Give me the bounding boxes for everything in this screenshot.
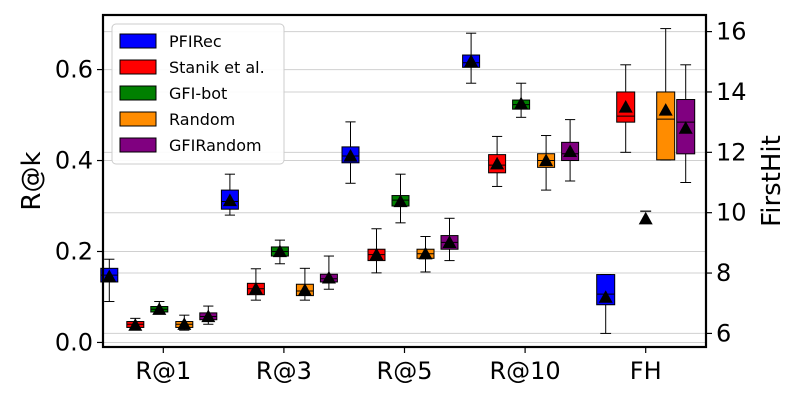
mean-marker <box>618 100 633 113</box>
box-body <box>656 91 676 161</box>
box-pfirec-r1 <box>100 258 119 303</box>
mean-marker <box>658 103 673 116</box>
mean-marker <box>177 317 192 330</box>
mean-marker <box>272 244 287 258</box>
mean-marker <box>464 54 479 67</box>
mean-marker <box>128 318 143 331</box>
box-random-r10 <box>537 135 556 191</box>
mean-marker <box>638 211 653 225</box>
legend-label: GFI-bot <box>169 84 227 103</box>
legend-swatch <box>119 137 157 153</box>
right-tick-label: 8 <box>716 259 731 287</box>
right-tick-label: 6 <box>716 319 731 347</box>
left-tick-label: 0.6 <box>55 56 93 84</box>
x-tick-label: R@3 <box>256 357 312 385</box>
box-gfi-bot-fh <box>638 210 653 225</box>
mean-marker <box>598 290 613 303</box>
box-gfirandom-r10 <box>561 119 580 182</box>
y-axis-title-right: FirstHit <box>757 135 787 227</box>
left-tick-label: 0.2 <box>55 237 93 265</box>
legend-label: GFIRandom <box>169 136 262 155</box>
box-random-r3 <box>295 267 314 301</box>
box-gfirandom-fh <box>676 64 696 184</box>
mean-marker <box>297 283 312 296</box>
box-stanik-et-al--fh <box>616 64 636 153</box>
box-stanik-et-al--r10 <box>488 135 507 187</box>
legend-label: PFIRec <box>169 32 222 51</box>
box-gfirandom-r5 <box>440 217 459 262</box>
box-gfi-bot-r10 <box>512 82 531 118</box>
legend-swatch <box>119 85 157 101</box>
legend-item: Stanik et al. <box>119 58 265 77</box>
box-random-fh <box>656 28 676 161</box>
box-pfirec-r5 <box>341 121 360 184</box>
box-gfirandom-r1 <box>199 305 218 325</box>
box-gfirandom-r3 <box>319 255 338 290</box>
mean-marker <box>248 281 263 295</box>
mean-marker <box>514 96 529 110</box>
legend-item: Random <box>119 110 235 129</box>
legend-item: GFIRandom <box>119 136 262 155</box>
legend-swatch <box>119 59 157 75</box>
legend-swatch <box>119 33 157 49</box>
left-tick-label: 0.0 <box>55 328 93 356</box>
mean-marker <box>563 144 578 158</box>
box-gfi-bot-r1 <box>150 301 169 315</box>
legend-label: Stanik et al. <box>169 58 265 77</box>
right-tick-label: 16 <box>716 18 747 46</box>
right-tick-label: 12 <box>716 138 747 166</box>
box-pfirec-fh <box>596 274 616 334</box>
x-axis: R@1 R@3 R@5 R@10 FH <box>135 347 662 385</box>
box-series-group <box>100 28 696 334</box>
legend: PFIRec Stanik et al. GFI-bot Random GFIRando… <box>111 23 285 165</box>
y-axis-title-left: R@k <box>17 151 47 210</box>
right-axis: 6 8 10 12 14 16 <box>706 18 747 347</box>
mean-marker <box>418 246 433 260</box>
mean-marker <box>442 235 457 248</box>
left-tick-label: 0.4 <box>55 147 93 175</box>
legend-frame <box>111 23 285 165</box>
mean-marker <box>222 193 237 207</box>
box-stanik-et-al--r5 <box>367 228 386 274</box>
mean-marker <box>539 153 554 167</box>
mean-marker <box>321 270 336 284</box>
mean-marker <box>490 156 505 170</box>
legend-label: Random <box>169 110 235 129</box>
x-tick-label: R@10 <box>489 357 560 385</box>
legend-item: GFI-bot <box>119 84 227 103</box>
x-tick-label: R@5 <box>377 357 433 385</box>
left-axis: 0.0 0.2 0.4 0.6 <box>55 56 103 356</box>
x-tick-label: FH <box>630 357 662 385</box>
mean-marker <box>201 309 216 323</box>
right-tick-label: 10 <box>716 199 747 227</box>
legend-item: PFIRec <box>119 32 222 51</box>
mean-marker <box>678 121 693 134</box>
mean-marker <box>152 302 167 315</box>
box-body <box>596 274 616 306</box>
mean-marker <box>393 194 408 208</box>
x-tick-label: R@1 <box>135 357 191 385</box>
legend-swatch <box>119 111 157 127</box>
box-random-r5 <box>416 235 435 273</box>
mean-marker <box>369 247 384 261</box>
box-random-r1 <box>175 314 194 331</box>
mean-marker <box>102 269 117 283</box>
right-tick-label: 14 <box>716 78 747 106</box>
box-pfirec-r3 <box>220 173 239 216</box>
box-stanik-et-al--r1 <box>126 317 145 331</box>
box-pfirec-r10 <box>462 32 481 84</box>
mean-marker <box>343 148 358 162</box>
box-gfi-bot-r3 <box>270 239 289 265</box>
box-stanik-et-al--r3 <box>246 268 265 301</box>
box-gfi-bot-r5 <box>391 173 410 224</box>
